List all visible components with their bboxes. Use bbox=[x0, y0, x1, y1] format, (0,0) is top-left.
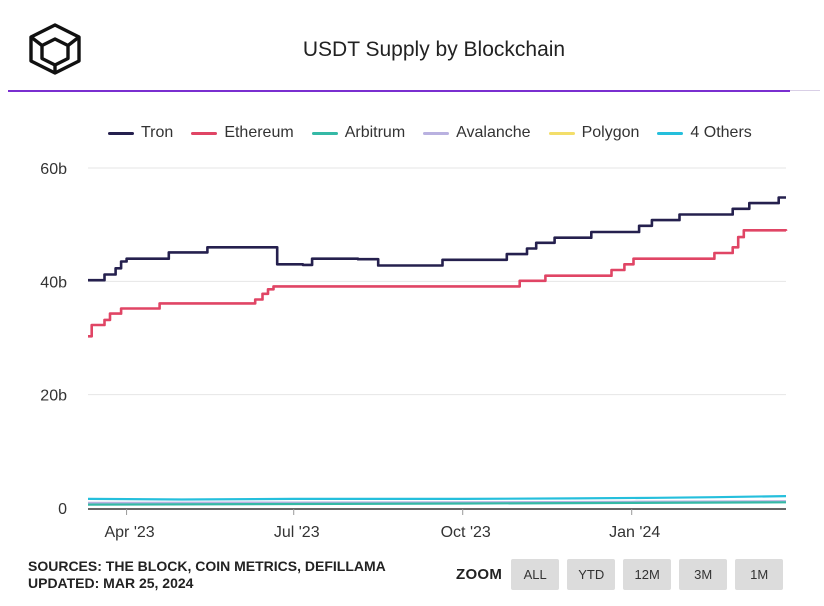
legend-swatch-ethereum bbox=[191, 131, 218, 135]
zoom-all-button[interactable]: ALL bbox=[511, 559, 560, 590]
legend-item-avalanche[interactable]: Avalanche bbox=[423, 124, 531, 142]
x-tick-label-jul-23: Jul '23 bbox=[274, 524, 320, 541]
x-tick-label-jan-24: Jan '24 bbox=[609, 524, 660, 541]
y-tick-label-40b: 40b bbox=[40, 274, 67, 291]
y-tick-label-60b: 60b bbox=[40, 161, 67, 178]
legend-label-polygon: Polygon bbox=[581, 124, 640, 141]
zoom-3m-button[interactable]: 3M bbox=[679, 559, 728, 590]
series-line-arbitrum bbox=[87, 501, 787, 506]
x-axis-ticks: Apr '23 Jul '23 Oct '23 Jan '24 bbox=[104, 509, 660, 541]
line-chart: 0 20b 40b 60b Apr '23 Jul '23 Oct '23 Jan '24 bbox=[40, 161, 788, 541]
series-line-tron bbox=[88, 196, 786, 282]
legend-swatch-tron bbox=[108, 131, 134, 135]
legend-item-polygon[interactable]: Polygon bbox=[548, 124, 640, 142]
legend-item-ethereum[interactable]: Ethereum bbox=[191, 124, 294, 142]
y-axis-labels: 0 20b 40b 60b bbox=[40, 161, 67, 518]
title-divider-fade bbox=[790, 90, 820, 91]
updated-line: UPDATED: MAR 25, 2024 bbox=[28, 575, 194, 591]
zoom-controls: ZOOM ALL YTD 12M 3M 1M bbox=[456, 559, 791, 590]
chart-gridlines bbox=[88, 167, 786, 396]
series-line-ethereum bbox=[88, 229, 788, 338]
x-tick-label-oct-23: Oct '23 bbox=[441, 524, 491, 541]
legend-label-tron: Tron bbox=[141, 124, 174, 141]
zoom-ytd-button[interactable]: YTD bbox=[567, 559, 616, 590]
legend-label-4-others: 4 Others bbox=[690, 124, 752, 141]
sources-note: SOURCES: THE BLOCK, COIN METRICS, DEFILL… bbox=[28, 558, 386, 592]
zoom-label: ZOOM bbox=[456, 566, 503, 583]
y-tick-label-0: 0 bbox=[58, 501, 67, 518]
legend-swatch-avalanche bbox=[423, 131, 450, 135]
sources-line: SOURCES: THE BLOCK, COIN METRICS, DEFILL… bbox=[28, 558, 386, 574]
legend-swatch-arbitrum bbox=[311, 131, 338, 135]
legend-label-ethereum: Ethereum bbox=[224, 124, 294, 141]
series-line-4-others bbox=[87, 495, 787, 501]
legend-item-4-others[interactable]: 4 Others bbox=[657, 124, 752, 142]
x-tick-label-apr-23: Apr '23 bbox=[104, 524, 154, 541]
title-divider bbox=[8, 90, 790, 92]
legend-label-arbitrum: Arbitrum bbox=[344, 124, 406, 141]
chart-series bbox=[87, 196, 788, 506]
legend-swatch-4-others bbox=[657, 131, 684, 135]
legend-label-avalanche: Avalanche bbox=[456, 124, 531, 141]
legend-swatch-polygon bbox=[548, 131, 575, 135]
chart-title: USDT Supply by Blockchain bbox=[302, 38, 566, 61]
zoom-12m-button[interactable]: 12M bbox=[623, 559, 672, 590]
y-tick-label-20b: 20b bbox=[40, 388, 67, 405]
legend-item-tron[interactable]: Tron bbox=[108, 124, 173, 142]
legend-item-arbitrum[interactable]: Arbitrum bbox=[311, 124, 406, 142]
the-block-logo-icon bbox=[29, 23, 81, 75]
chart-legend: Tron Ethereum Arbitrum Avalanche Polygon… bbox=[108, 122, 770, 144]
zoom-1m-button[interactable]: 1M bbox=[735, 559, 784, 590]
